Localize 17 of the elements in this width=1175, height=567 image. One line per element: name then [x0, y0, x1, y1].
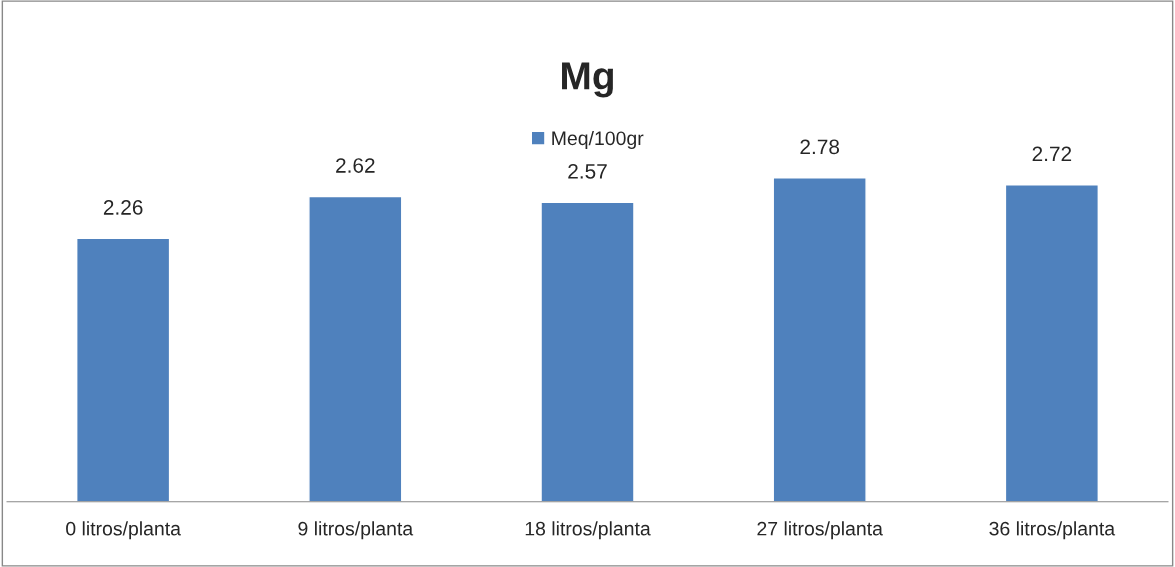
- x-tick-label: 36 litros/planta: [989, 521, 1116, 540]
- bar: [540, 201, 635, 502]
- bar: [308, 195, 403, 502]
- data-label: 2.62: [336, 158, 375, 173]
- data-label: 2.26: [103, 200, 143, 215]
- data-label: 2.78: [800, 139, 840, 155]
- bar: [76, 237, 171, 502]
- chart-title: Mg: [562, 62, 613, 98]
- data-label: 2.57: [568, 163, 607, 179]
- bar: [1004, 184, 1099, 502]
- data-label: 2.72: [1032, 146, 1072, 162]
- legend-label: Meq/100gr: [552, 130, 644, 150]
- x-tick-label: 18 litros/planta: [525, 521, 651, 540]
- x-tick-label: 9 litros/planta: [298, 521, 414, 540]
- bar: [772, 177, 867, 502]
- x-tick-label: 27 litros/planta: [757, 521, 883, 540]
- x-tick-label: 0 litros/planta: [66, 521, 181, 540]
